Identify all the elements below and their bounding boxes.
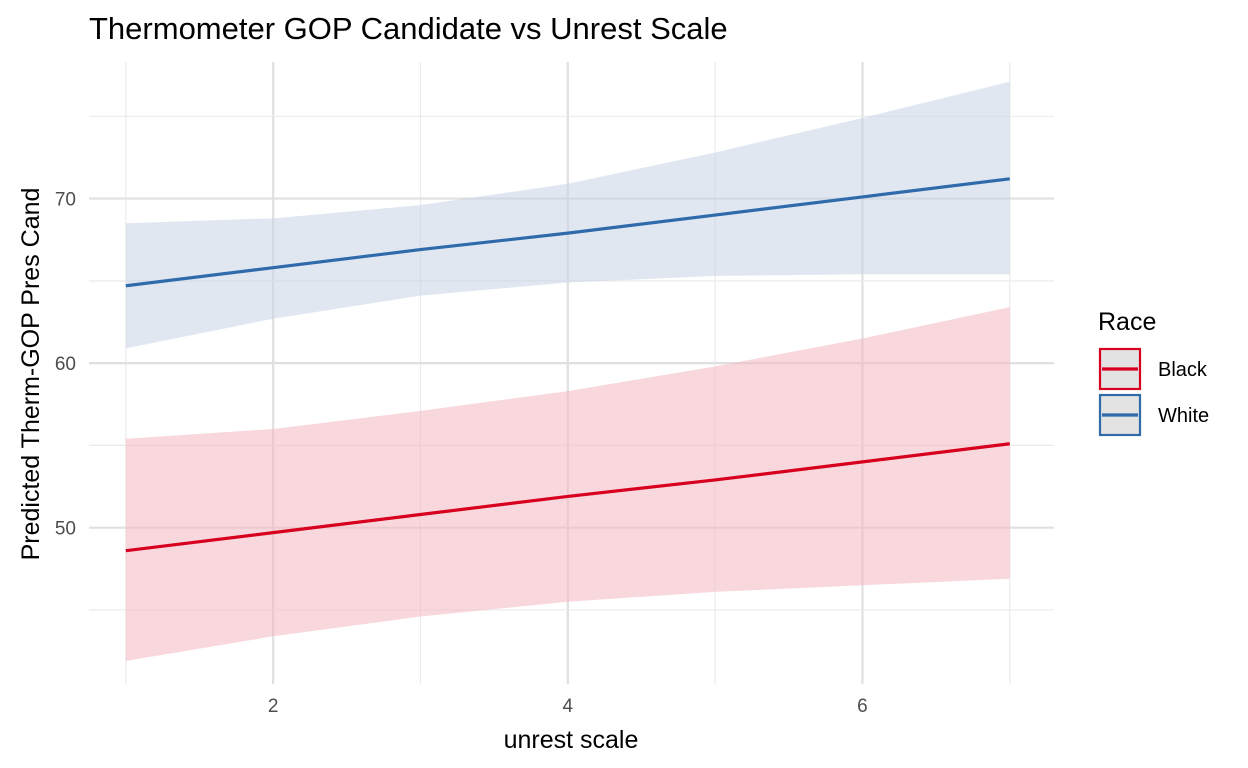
- chart-title: Thermometer GOP Candidate vs Unrest Scal…: [89, 11, 728, 46]
- y-tick-labels: 50 60 70: [55, 190, 76, 540]
- ribbon-white: [125, 81, 1010, 349]
- x-tick-label: 6: [857, 696, 868, 717]
- y-tick-label: 70: [55, 190, 76, 211]
- y-tick-label: 60: [55, 354, 76, 375]
- x-tick-label: 2: [268, 696, 279, 717]
- legend-key-black: [1098, 347, 1142, 391]
- legend: Race Black White: [1098, 308, 1209, 437]
- series-lines: [125, 177, 1010, 553]
- y-axis-title: Predicted Therm-GOP Pres Cand: [17, 188, 45, 561]
- legend-key-white: [1098, 393, 1142, 437]
- x-axis-title: unrest scale: [504, 726, 639, 754]
- confidence-ribbons: [125, 81, 1010, 661]
- x-tick-labels: 2 4 6: [268, 696, 868, 717]
- y-tick-label: 50: [55, 519, 76, 540]
- ribbon-black: [125, 307, 1010, 661]
- legend-label-white: White: [1158, 405, 1209, 427]
- line-white: [125, 177, 1010, 288]
- legend-title: Race: [1098, 308, 1156, 336]
- line-black: [125, 442, 1010, 553]
- x-tick-label: 4: [563, 696, 574, 717]
- legend-label-black: Black: [1158, 359, 1208, 381]
